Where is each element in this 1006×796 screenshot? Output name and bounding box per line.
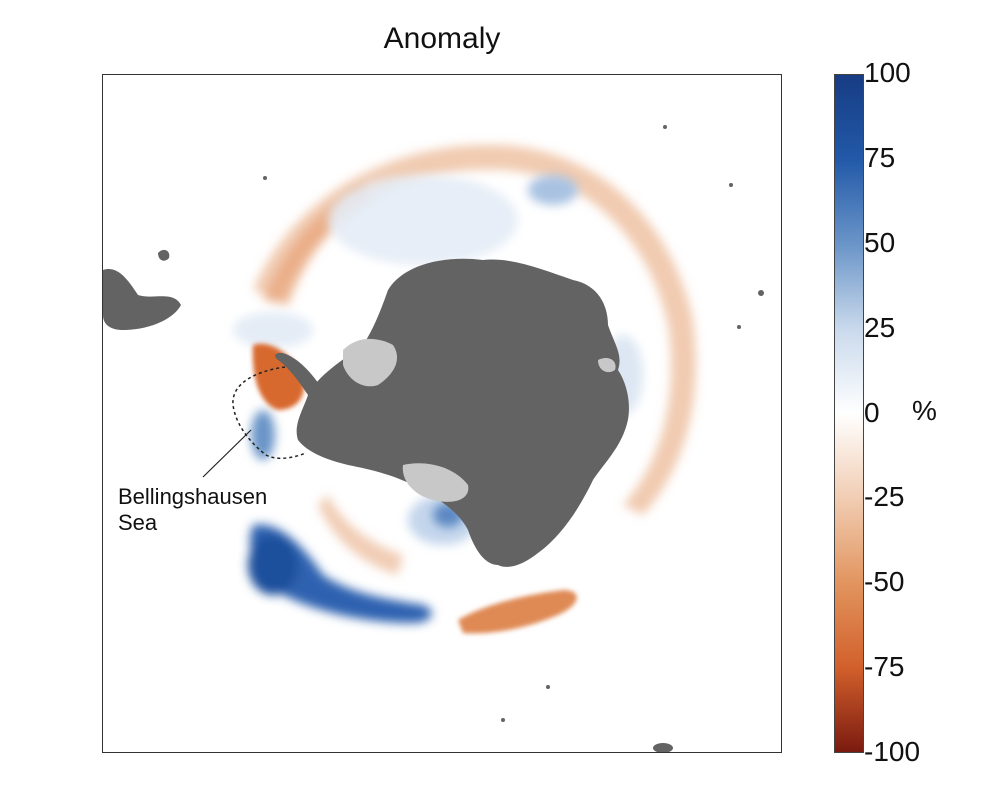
map-panel xyxy=(102,74,782,753)
bellingshausen-sea-outline xyxy=(232,366,307,460)
colorbar-tick-label: -75 xyxy=(864,651,905,683)
ice-shelves xyxy=(343,338,616,502)
colorbar-tick-label: -25 xyxy=(864,481,905,513)
colorbar-tick-label: 100 xyxy=(864,57,911,88)
colorbar-unit: % xyxy=(912,395,937,426)
antarctic-peninsula xyxy=(275,352,321,395)
colorbar-tick-label: -50 xyxy=(864,566,905,598)
colorbar xyxy=(834,74,864,753)
map-title: Anomaly xyxy=(383,22,501,55)
colorbar-tick-label: -100 xyxy=(864,736,921,767)
positive-anomaly-light xyxy=(233,175,643,545)
annotation-label-line1: Bellingshausen xyxy=(118,484,268,509)
antarctic-map xyxy=(103,125,764,752)
colorbar-tick-label: 50 xyxy=(864,226,896,258)
annotation-leader-line xyxy=(202,429,252,478)
sub-antarctic-islands xyxy=(263,125,764,752)
colorbar-tick-label: 25 xyxy=(864,311,896,343)
island xyxy=(158,249,170,261)
colorbar-tick-label: 0 xyxy=(864,396,880,428)
annotation-label-line2: Sea xyxy=(118,510,158,535)
colorbar-tick-label: 75 xyxy=(864,141,896,173)
antarctica-landmass xyxy=(296,258,629,567)
south-america-landmass xyxy=(103,269,181,330)
